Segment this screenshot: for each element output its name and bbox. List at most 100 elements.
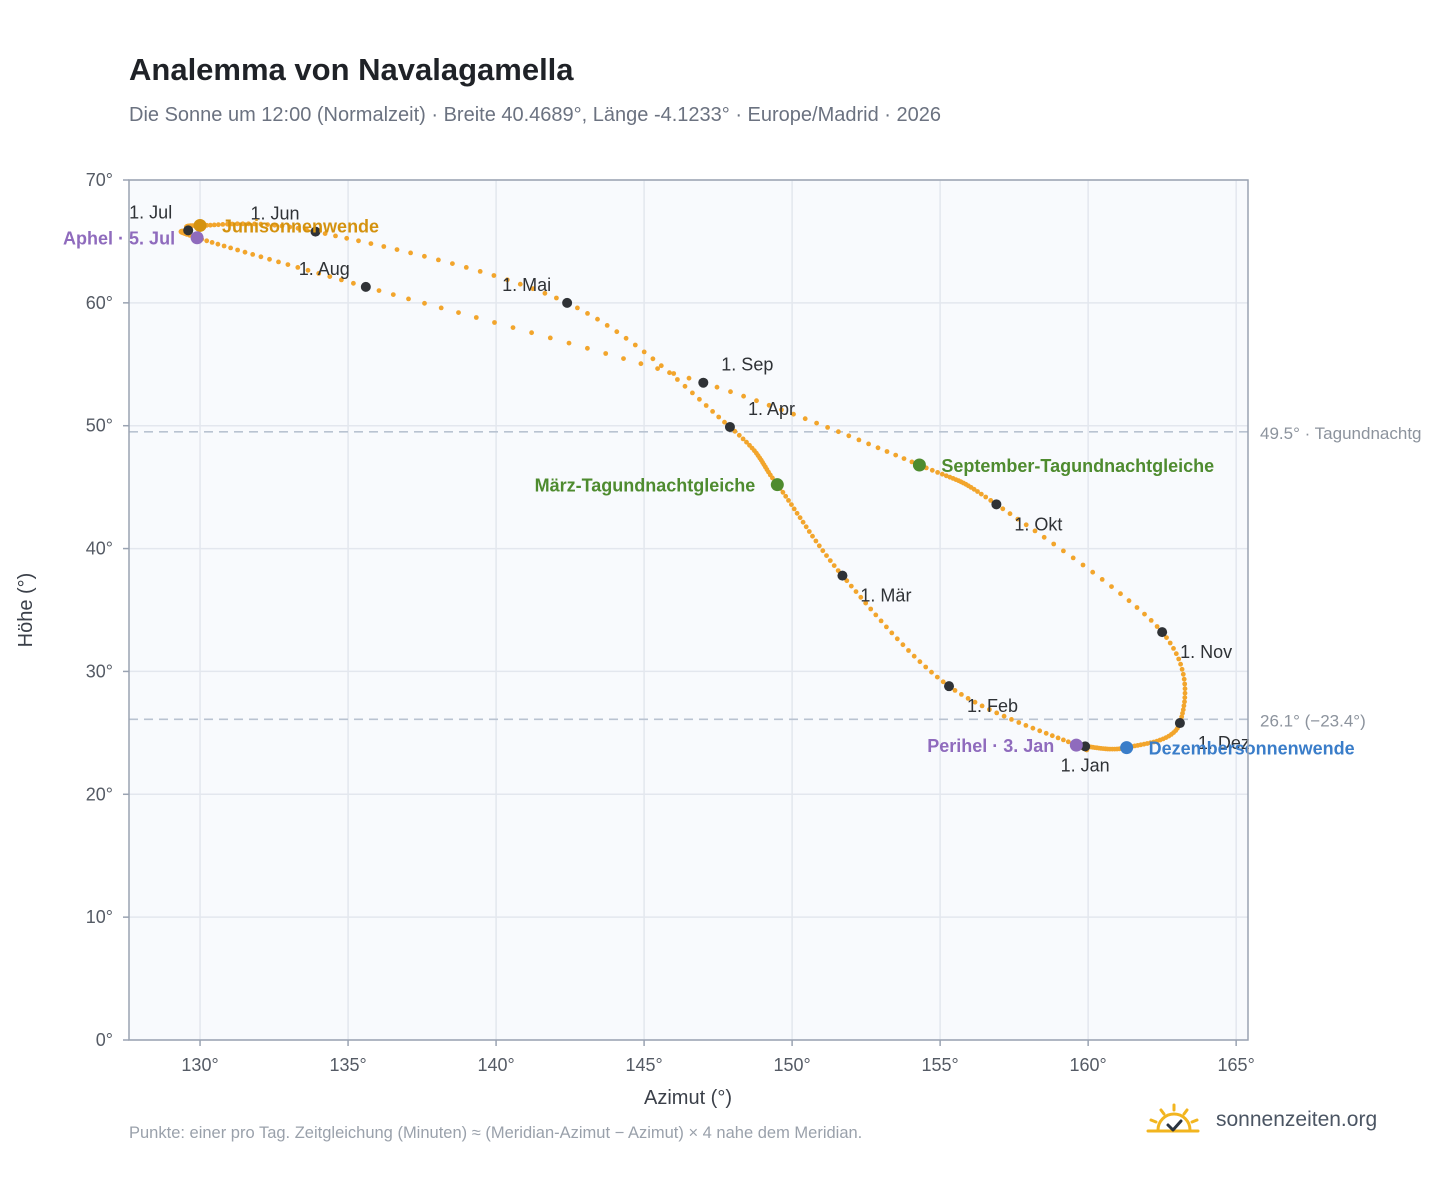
daily-point (884, 449, 890, 454)
daily-point (846, 433, 852, 439)
daily-point (641, 349, 647, 355)
daily-point (987, 707, 992, 712)
footnote: Punkte: einer pro Tag. Zeitgleichung (Mi… (129, 1124, 863, 1142)
event-label: Perihel · 3. Jan (927, 736, 1054, 756)
event-markers: Junisonnenwende Aphel · 5. Jul März-Tagund… (63, 216, 1355, 758)
daily-point (276, 259, 281, 265)
month-marker (837, 570, 848, 581)
daily-point (1182, 686, 1188, 692)
daily-point (939, 471, 945, 477)
daily-point (265, 222, 270, 228)
daily-point (1173, 651, 1179, 657)
daily-point (1118, 591, 1123, 597)
daily-point (351, 280, 356, 286)
daily-point (542, 290, 548, 296)
daily-point (690, 390, 695, 396)
sun-logo-icon (1146, 1103, 1200, 1133)
daily-point (322, 231, 328, 237)
daily-point (1009, 717, 1014, 722)
daily-point (947, 474, 953, 480)
plot-frame (128, 179, 1249, 1041)
daily-point (1180, 710, 1185, 716)
daily-point (376, 288, 382, 293)
axes: 130° 135° 140° 145° 150° 155° 160° 165° 0° 10° 20°… (86, 170, 1255, 1075)
daily-point (554, 295, 559, 301)
daily-point (675, 377, 680, 382)
event-marker (1069, 738, 1083, 752)
daily-point (791, 411, 796, 417)
daily-point (824, 553, 829, 558)
daily-point (225, 221, 230, 227)
daily-point (900, 642, 906, 648)
daily-point (794, 510, 800, 516)
daily-point (295, 265, 301, 270)
event-label: Aphel · 5. Jul (63, 229, 175, 249)
daily-point (285, 262, 291, 267)
daily-point (868, 606, 874, 612)
daily-point (1171, 646, 1176, 651)
daily-point (235, 221, 240, 227)
month-marker (991, 499, 1002, 510)
daily-point (901, 456, 907, 461)
daily-point (682, 383, 688, 389)
daily-point (800, 519, 806, 525)
daily-point (929, 467, 935, 473)
daily-point (258, 254, 264, 260)
month-marker-label: 1. Mär (860, 586, 911, 606)
daily-point (779, 407, 784, 413)
reference-line-label: 49.5° · Tagundnachtg (1260, 424, 1422, 443)
daily-point (287, 224, 293, 230)
y-tick-label: 70° (86, 170, 113, 190)
month-marker (1174, 718, 1185, 729)
daily-point (994, 710, 1000, 716)
daily-point (1179, 666, 1185, 672)
brand-text[interactable]: sonnenzeiten.org (1216, 1108, 1378, 1131)
x-tick-label: 150° (773, 1055, 810, 1075)
y-tick-label: 10° (86, 907, 113, 927)
daily-point (216, 222, 221, 228)
daily-point (1178, 661, 1183, 667)
daily-point (983, 494, 989, 500)
event-label: März-Tagundnachtgleiche (535, 476, 756, 496)
daily-point (1164, 635, 1169, 640)
x-tick-label: 130° (181, 1055, 218, 1075)
daily-point (566, 340, 572, 346)
daily-point (246, 221, 251, 227)
daily-point (1142, 611, 1147, 617)
daily-point (1041, 534, 1047, 540)
daily-point (585, 345, 590, 351)
daily-point (789, 502, 794, 507)
daily-point (650, 356, 656, 362)
daily-point (671, 371, 677, 376)
daily-point (740, 436, 746, 442)
month-marker-label: 1. Sep (721, 355, 773, 375)
page-subtitle: Die Sonne um 12:00 (Normalzeit) · Breite… (129, 104, 942, 126)
daily-point (422, 253, 427, 259)
analemma-path (178, 221, 1188, 753)
daily-point (204, 238, 210, 244)
y-tick-label: 60° (86, 293, 113, 313)
plot-background (129, 180, 1248, 1040)
y-tick-label: 50° (86, 416, 113, 436)
daily-point (710, 409, 715, 414)
brand[interactable]: sonnenzeiten.org (1146, 1100, 1377, 1140)
daily-point (1126, 598, 1132, 604)
daily-point (1182, 695, 1188, 700)
reference-line-label: 26.1° (−23.4°) (1260, 711, 1366, 730)
daily-point (267, 256, 272, 262)
daily-point (754, 398, 759, 404)
daily-point (917, 659, 923, 665)
daily-point (803, 524, 809, 530)
daily-point (831, 563, 837, 568)
daily-point (893, 452, 899, 458)
daily-point (783, 493, 789, 499)
daily-point (1167, 640, 1173, 646)
daily-point (209, 240, 215, 245)
daily-point (1055, 735, 1061, 741)
daily-point (959, 692, 964, 697)
daily-point (621, 356, 626, 361)
daily-point (1023, 723, 1029, 728)
daily-point (972, 699, 978, 705)
daily-point (450, 261, 455, 266)
